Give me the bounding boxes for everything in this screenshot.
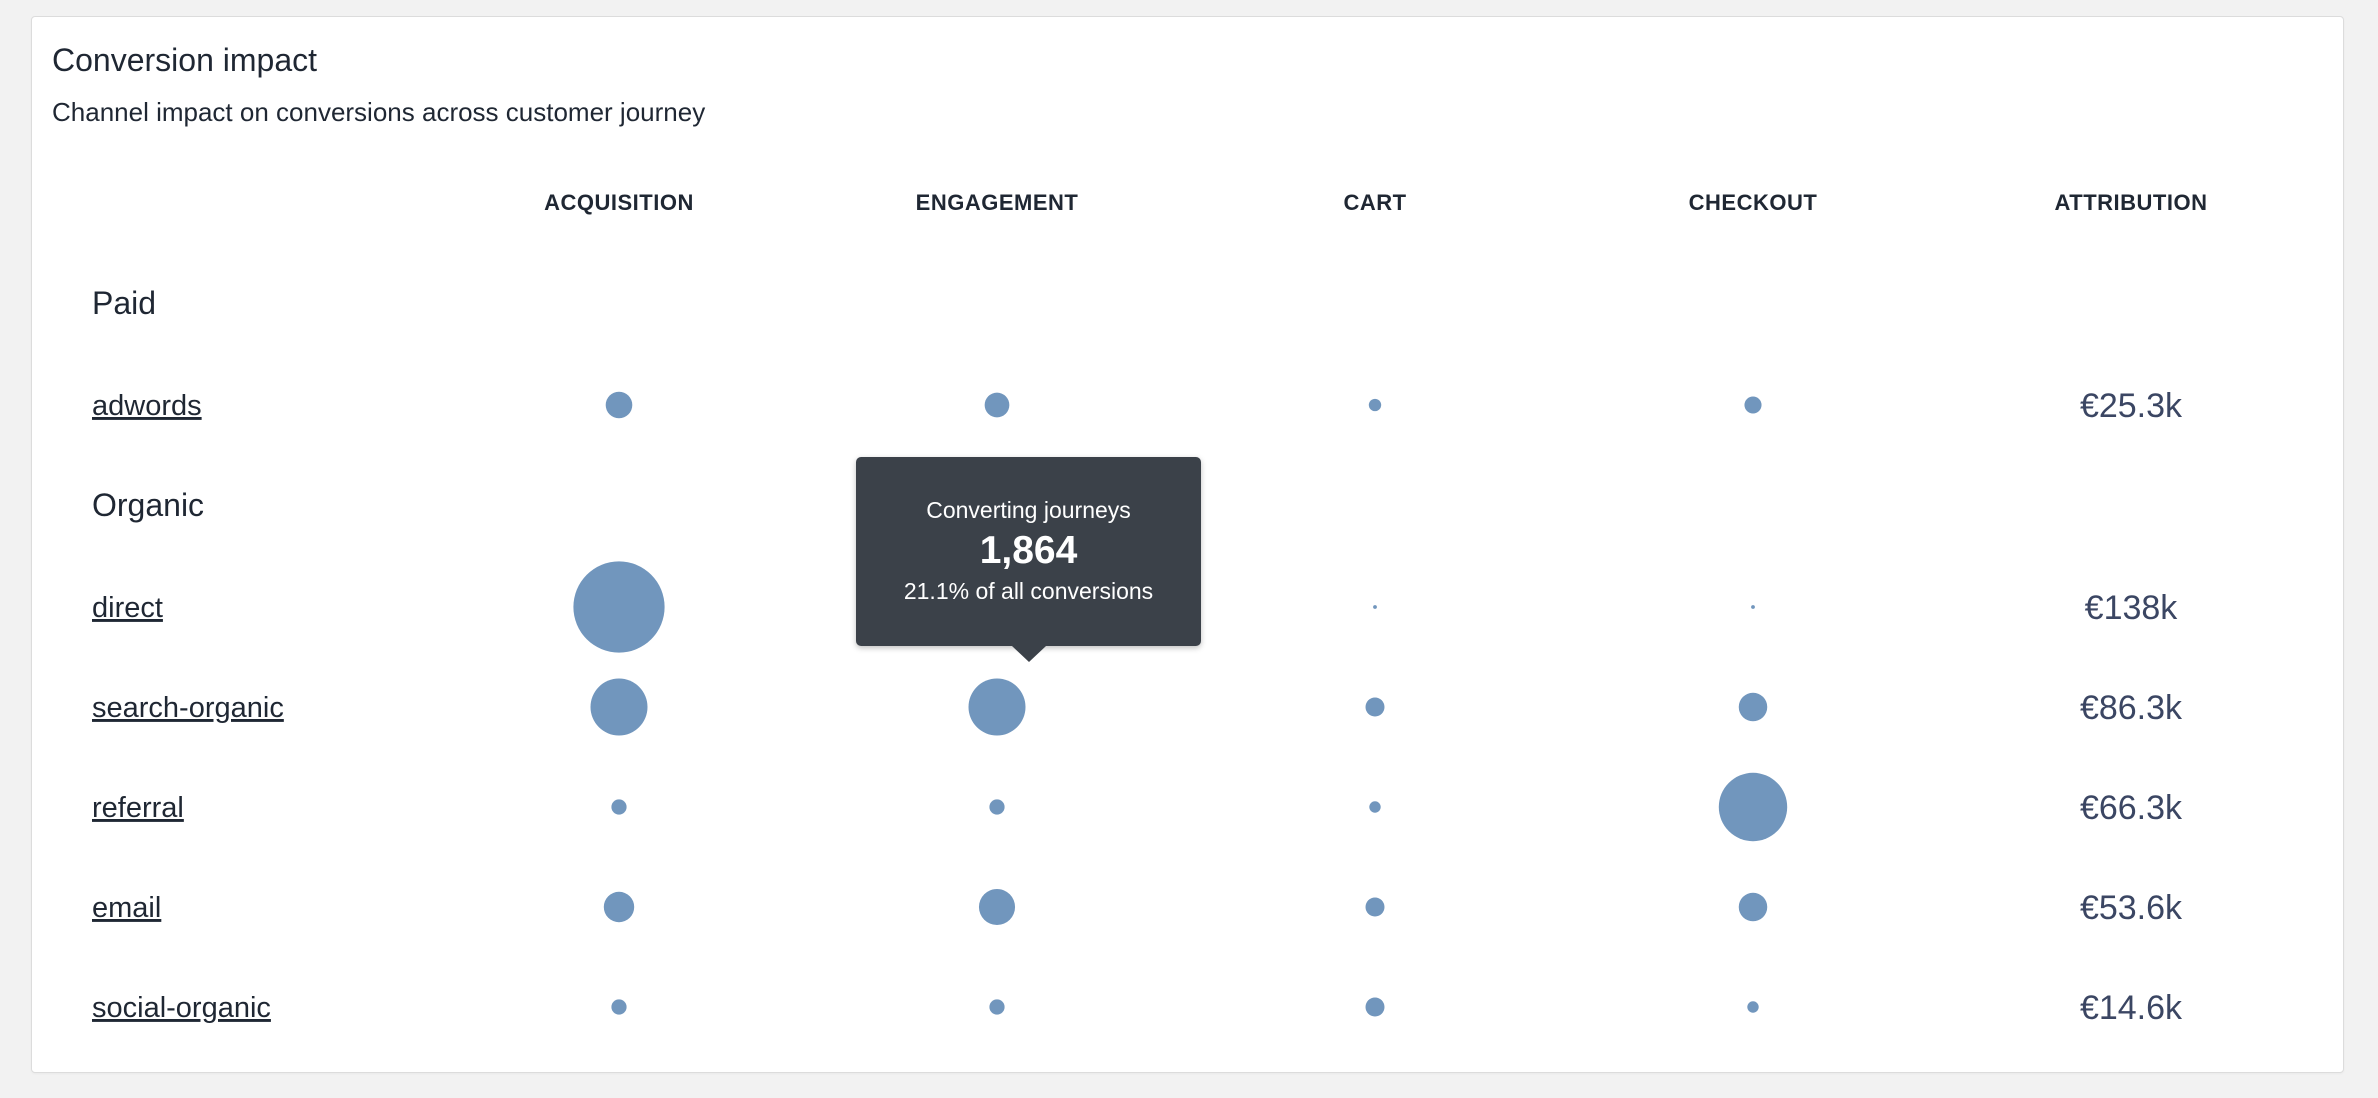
group-label-paid: Paid: [92, 285, 156, 321]
column-header-engagement: ENGAGEMENT: [916, 190, 1079, 215]
attribution-value-social-organic: €14.6k: [2080, 989, 2183, 1027]
channel-link-social-organic[interactable]: social-organic: [92, 992, 271, 1024]
column-header-acquisition: ACQUISITION: [544, 190, 694, 215]
column-header-checkout: CHECKOUT: [1689, 190, 1818, 215]
attribution-value-search-organic: €86.3k: [2080, 689, 2183, 727]
bubble-adwords-cart[interactable]: [1368, 398, 1382, 412]
bubble-social-organic-cart[interactable]: [1365, 997, 1385, 1017]
bubble-referral-acquisition[interactable]: [611, 799, 627, 815]
bubble-direct-checkout[interactable]: [1751, 605, 1755, 609]
bubble-search-organic-engagement[interactable]: [968, 678, 1026, 736]
column-header-attribution: ATTRIBUTION: [2055, 190, 2208, 215]
channel-link-email[interactable]: email: [92, 892, 161, 924]
bubble-referral-checkout[interactable]: [1718, 772, 1788, 842]
bubble-search-organic-cart[interactable]: [1365, 697, 1385, 717]
bubble-direct-acquisition[interactable]: [573, 561, 665, 653]
attribution-value-referral: €66.3k: [2080, 789, 2183, 827]
attribution-value-adwords: €25.3k: [2080, 387, 2183, 425]
bubble-search-organic-acquisition[interactable]: [590, 678, 648, 736]
bubble-social-organic-engagement[interactable]: [989, 999, 1005, 1015]
bubble-search-organic-checkout[interactable]: [1738, 692, 1768, 722]
conversion-impact-card: Conversion impact Channel impact on conv…: [31, 16, 2344, 1073]
attribution-value-direct: €138k: [2085, 589, 2179, 627]
channel-link-search-organic[interactable]: search-organic: [92, 692, 284, 724]
bubble-referral-engagement[interactable]: [989, 799, 1005, 815]
channel-link-direct[interactable]: direct: [92, 592, 163, 624]
bubble-adwords-checkout[interactable]: [1744, 396, 1762, 414]
channel-link-referral[interactable]: referral: [92, 792, 184, 824]
bubble-adwords-engagement[interactable]: [984, 392, 1010, 418]
tooltip-label: Converting journeys: [926, 497, 1131, 523]
bubble-direct-cart[interactable]: [1373, 605, 1377, 609]
tooltip-share: 21.1% of all conversions: [903, 578, 1154, 604]
channel-link-adwords[interactable]: adwords: [92, 390, 202, 422]
bubble-social-organic-checkout[interactable]: [1747, 1001, 1759, 1013]
bubble-email-engagement[interactable]: [978, 888, 1016, 926]
group-label-organic: Organic: [92, 487, 204, 523]
card-subtitle: Channel impact on conversions across cus…: [52, 97, 706, 127]
tooltip-value: 1,864: [979, 529, 1078, 572]
bubble-email-checkout[interactable]: [1738, 892, 1768, 922]
bubble-email-cart[interactable]: [1365, 897, 1385, 917]
bubble-adwords-acquisition[interactable]: [605, 391, 633, 419]
bubble-email-acquisition[interactable]: [603, 891, 635, 923]
bubble-social-organic-acquisition[interactable]: [611, 999, 627, 1015]
column-header-cart: CART: [1343, 190, 1406, 215]
bubble-chart: ACQUISITION ENGAGEMENT CART CHECKOUT ATTRIBU…: [92, 190, 2208, 1027]
bubble-tooltip: Converting journeys 1,864 21.1% of all c…: [856, 457, 1201, 662]
attribution-value-email: €53.6k: [2080, 889, 2183, 927]
card-title: Conversion impact: [52, 42, 317, 78]
bubble-referral-cart[interactable]: [1369, 801, 1381, 813]
